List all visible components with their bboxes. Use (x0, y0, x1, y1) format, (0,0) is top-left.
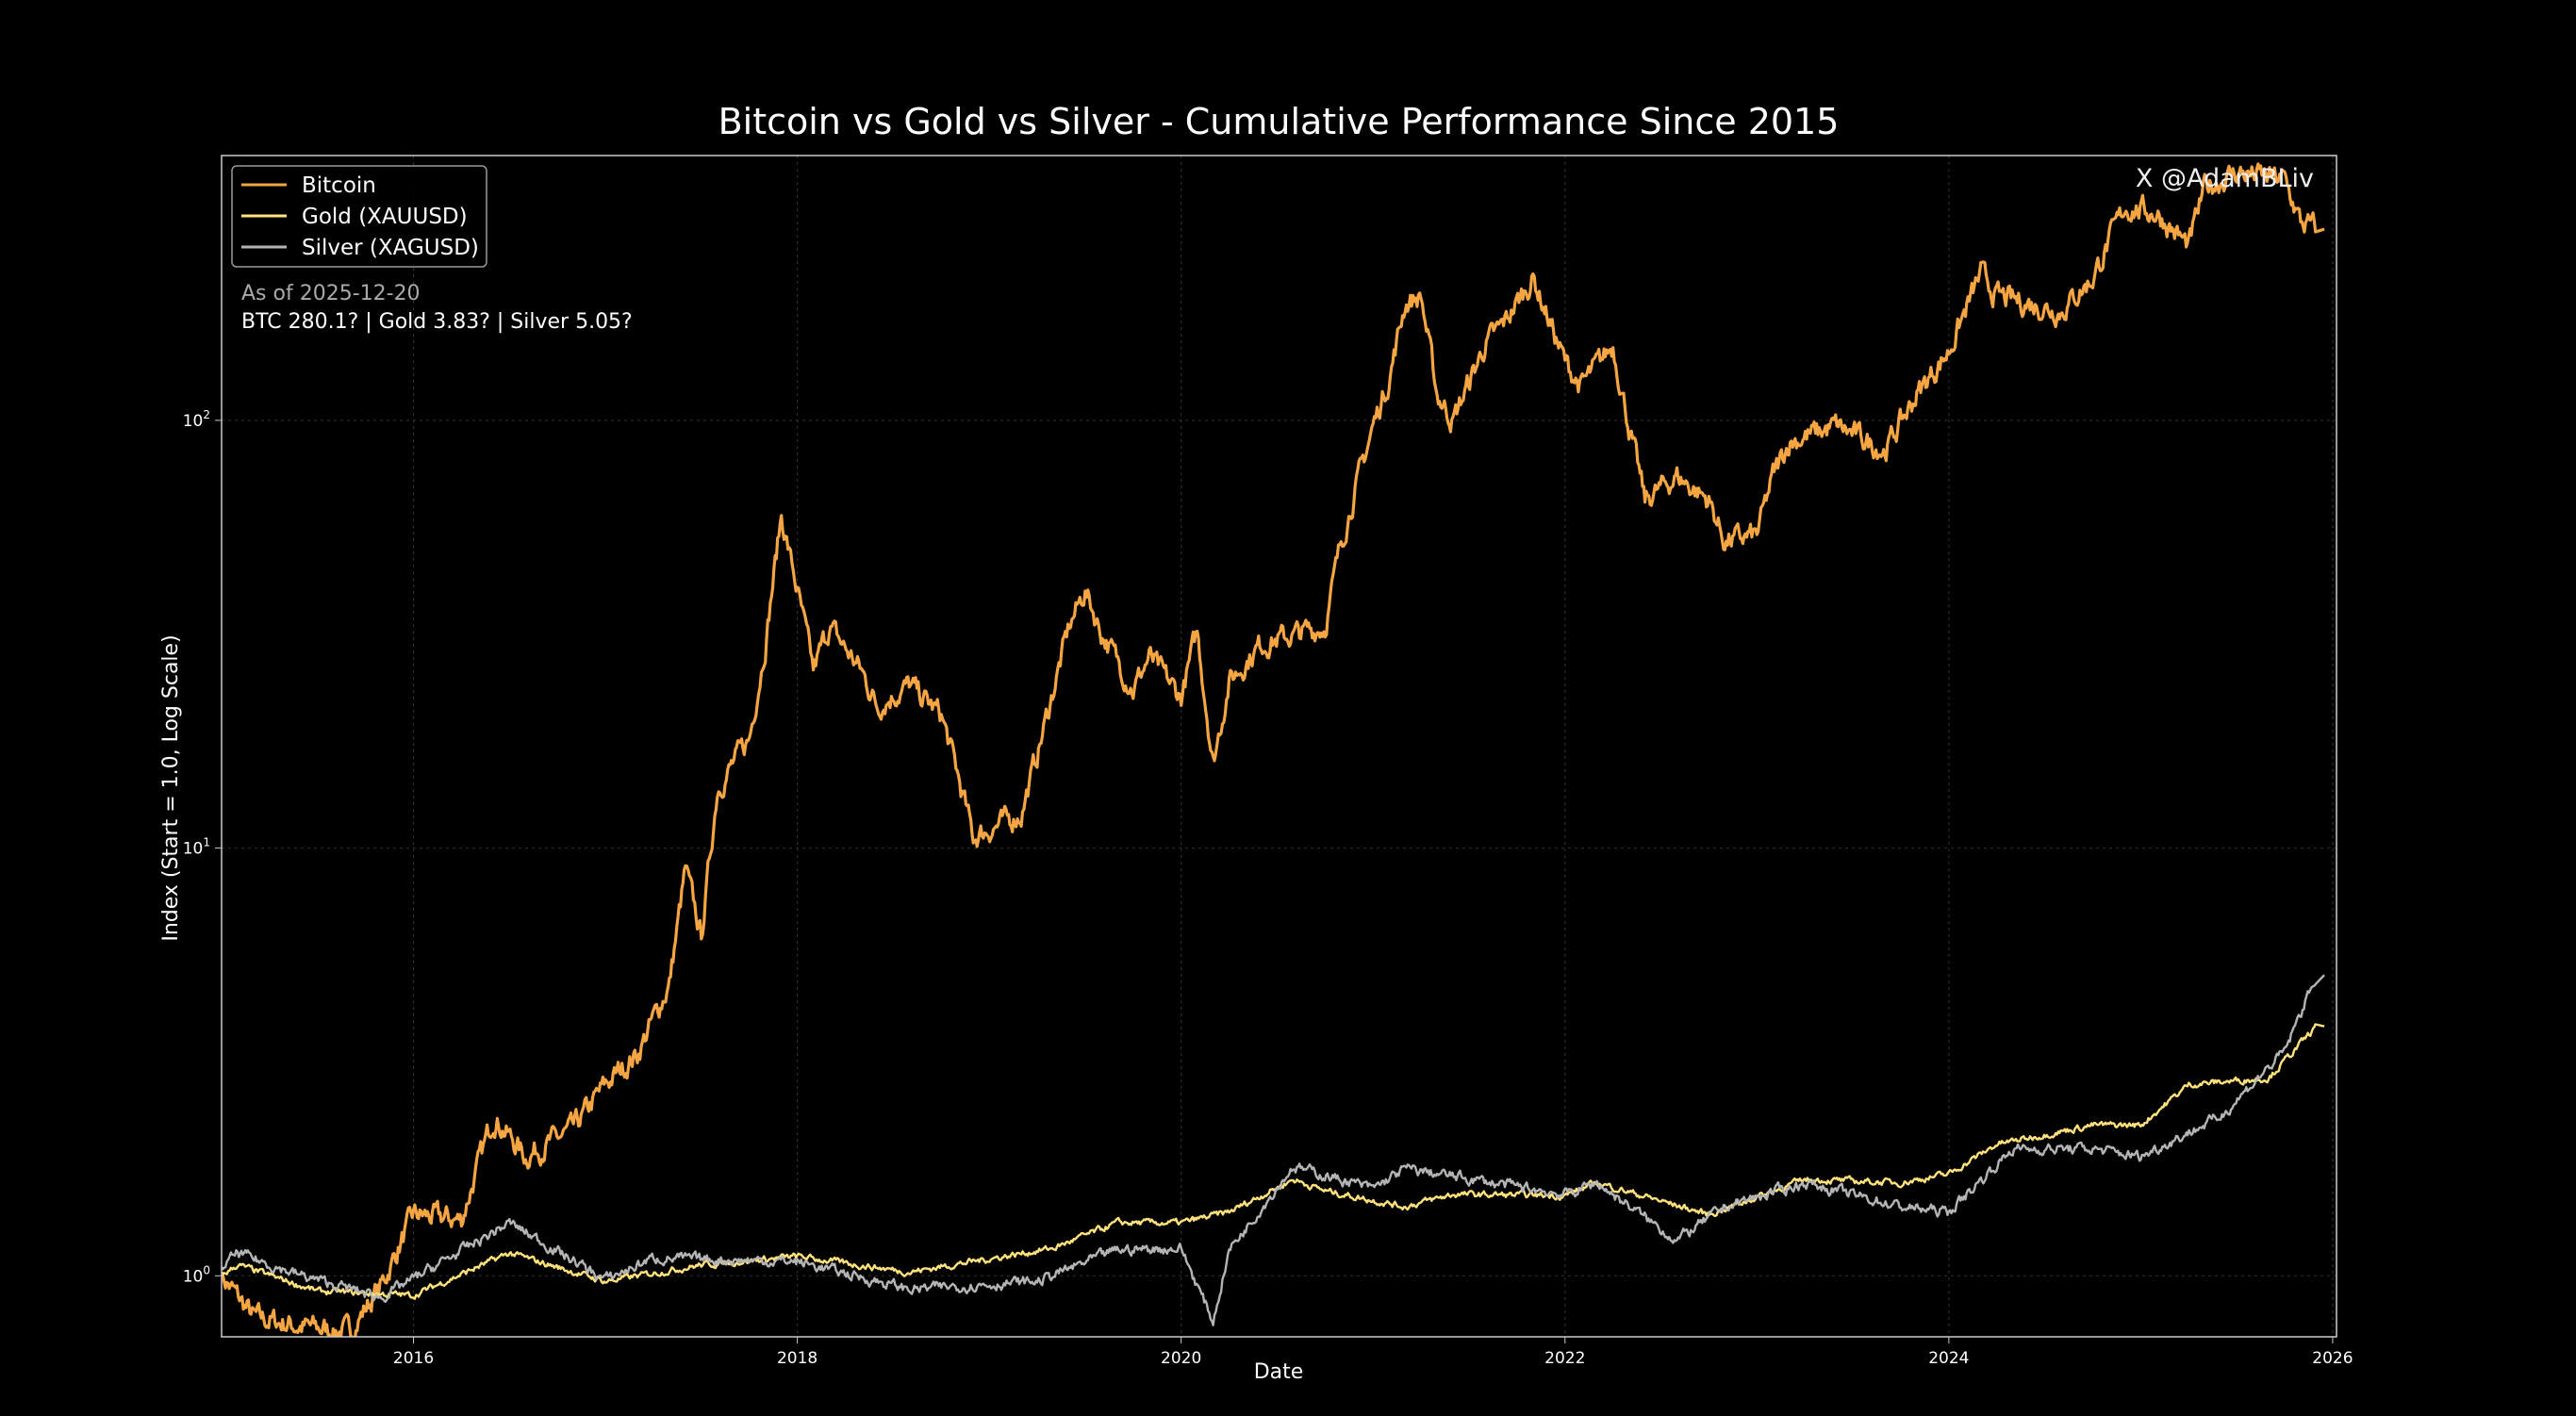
x-axis: 2016 2018 2020 2022 2024 2026 (393, 1337, 2353, 1368)
y-axis: 100 101 102 (183, 408, 222, 1286)
series-group (222, 162, 2325, 1337)
series-line-bitcoin (222, 162, 2325, 1337)
x-tick-label: 2024 (1928, 1349, 1969, 1368)
y-tick-label: 101 (183, 836, 210, 859)
legend: Bitcoin Gold (XAUUSD) Silver (XAGUSD) (231, 165, 487, 268)
watermark: X @AdamBLiv (2136, 164, 2314, 193)
series-line-silver (222, 974, 2325, 1326)
legend-label: Bitcoin (302, 173, 376, 198)
annotation-line2: BTC 280.1? | Gold 3.83? | Silver 5.05? (241, 310, 633, 334)
x-tick-label: 2022 (1544, 1349, 1585, 1368)
y-tick-label: 102 (183, 408, 210, 431)
annotation: As of 2025-12-20 BTC 280.1? | Gold 3.83?… (241, 282, 633, 334)
x-tick-label: 2016 (393, 1349, 434, 1368)
y-tick-label: 100 (183, 1263, 210, 1286)
x-axis-label: Date (1254, 1360, 1304, 1384)
legend-label: Silver (XAGUSD) (302, 236, 479, 260)
series-line-gold (222, 1023, 2325, 1300)
chart-title: Bitcoin vs Gold vs Silver - Cumulative P… (718, 101, 1840, 142)
legend-box (231, 165, 487, 268)
plot-frame (221, 155, 2337, 1338)
legend-label: Gold (XAUUSD) (302, 205, 468, 229)
x-tick-label: 2026 (2312, 1349, 2353, 1368)
annotation-line1: As of 2025-12-20 (241, 282, 421, 305)
y-axis-label: Index (Start = 1.0, Log Scale) (159, 634, 183, 941)
x-tick-label: 2020 (1161, 1349, 1201, 1368)
x-tick-label: 2018 (777, 1349, 817, 1368)
